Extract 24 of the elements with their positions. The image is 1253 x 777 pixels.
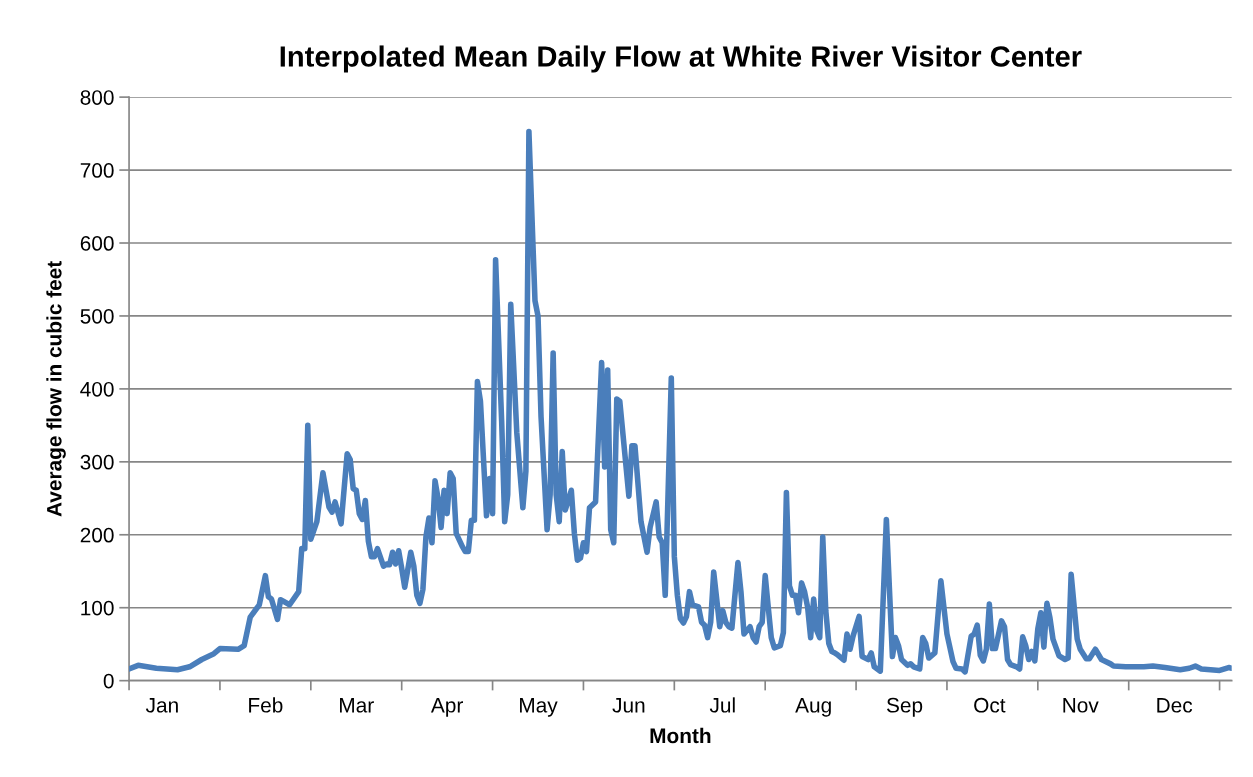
- x-tick-label: Feb: [249, 697, 283, 713]
- y-tick-label: 700: [80, 163, 114, 178]
- y-tick-label: 0: [103, 673, 114, 689]
- x-tick-label: Dec: [1157, 698, 1193, 713]
- y-tick-label: 400: [80, 381, 114, 397]
- x-tick-label: Oct: [974, 697, 1006, 713]
- chart-title: Interpolated Mean Daily Flow at White River Visitor Center: [280, 45, 1082, 73]
- x-tick-label: Jan: [145, 698, 178, 713]
- x-tick-label: Apr: [430, 698, 463, 717]
- x-tick-label: Jun: [612, 698, 645, 713]
- x-tick-label: May: [520, 698, 558, 717]
- y-tick-label: 500: [80, 308, 114, 324]
- x-tick-label: Mar: [340, 698, 374, 713]
- x-tick-label: Nov: [1063, 698, 1099, 713]
- y-tick-label: 600: [80, 236, 114, 251]
- x-tick-label: Aug: [795, 698, 831, 717]
- y-tick-label: 300: [80, 454, 114, 470]
- x-axis-title: Month: [650, 727, 711, 744]
- y-axis-title: Average flow in cubic feet: [46, 261, 66, 517]
- x-tick-label: Jul: [709, 697, 735, 713]
- y-tick-label: 200: [80, 527, 114, 543]
- x-tick-label: Sep: [886, 697, 923, 717]
- y-tick-label: 800: [80, 90, 114, 105]
- y-tick-label: 100: [81, 600, 114, 616]
